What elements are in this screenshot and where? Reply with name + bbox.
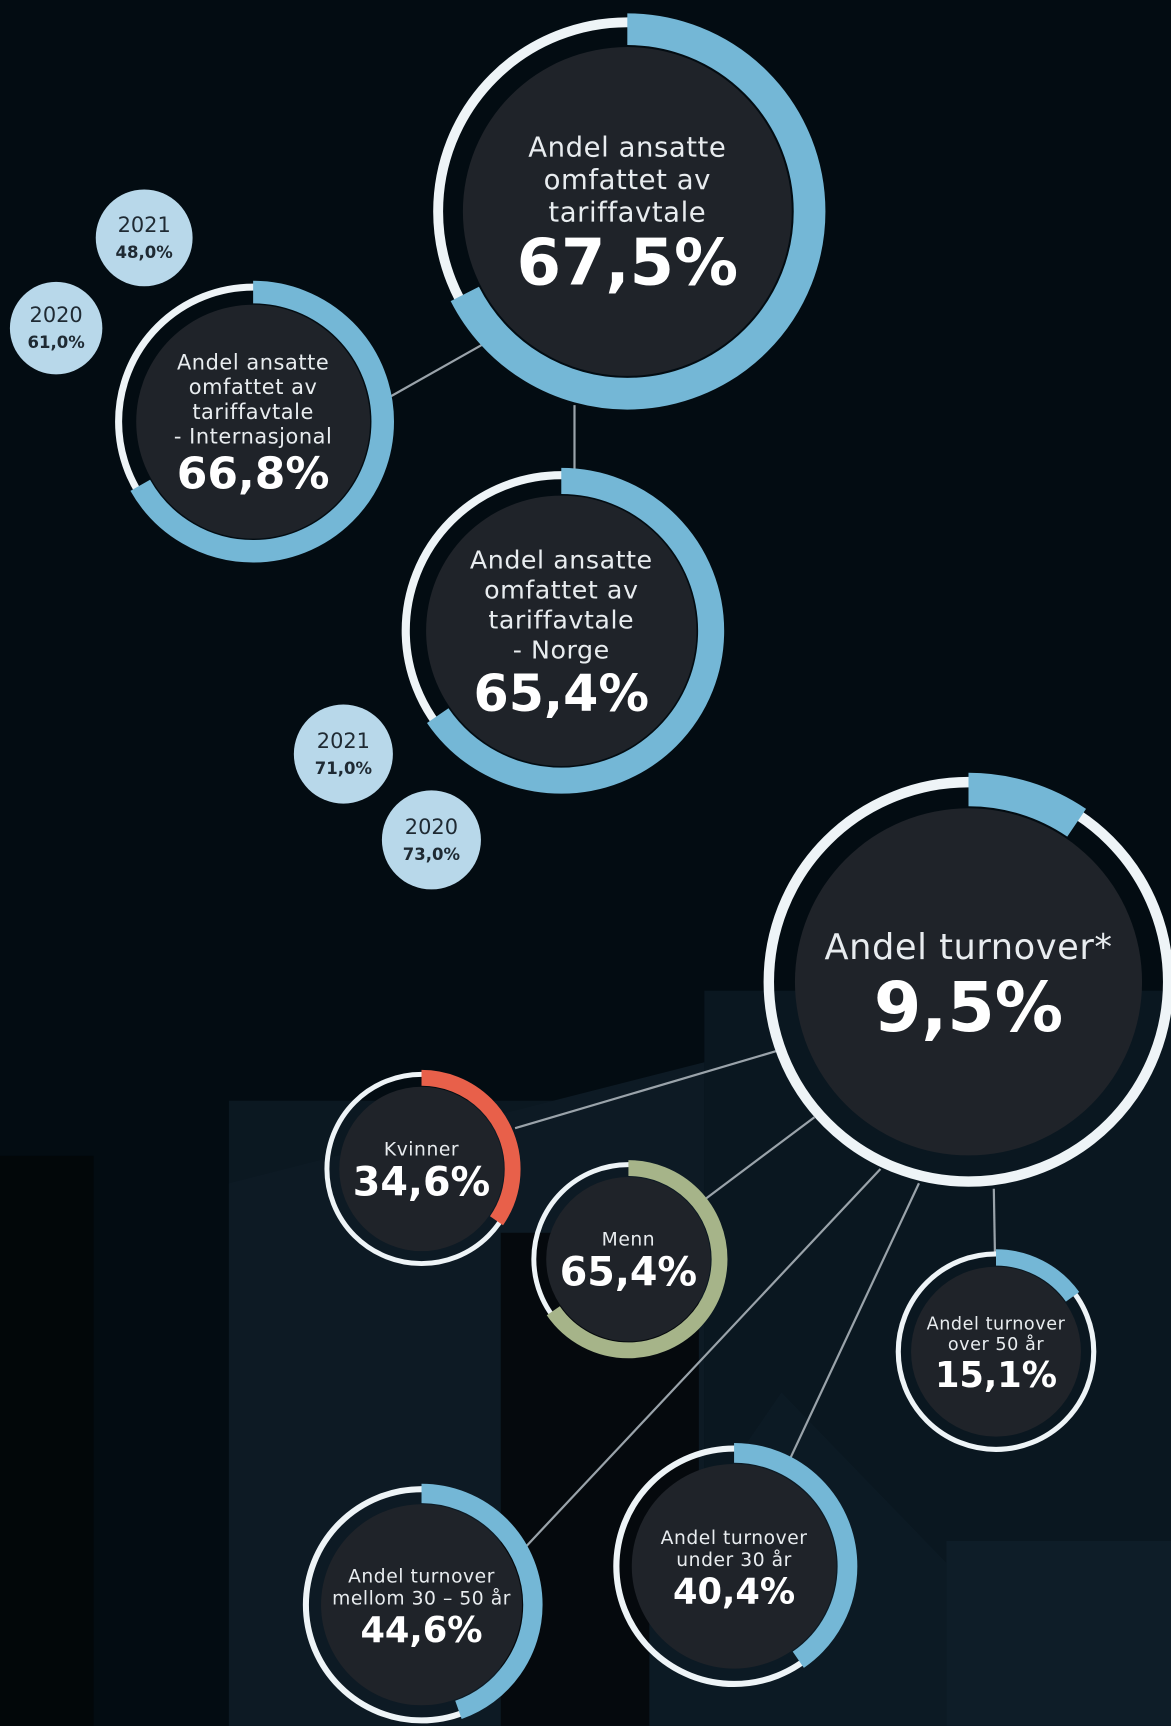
bubble-value: 71,0% xyxy=(315,759,373,778)
connector xyxy=(525,1168,882,1548)
ring-arc xyxy=(529,1160,728,1359)
circle-value: 65,4% xyxy=(560,1250,697,1296)
circle-label: Kvinner xyxy=(384,1139,459,1160)
circle-label: Andel turnover xyxy=(661,1528,808,1549)
circle-label: tariffavtale xyxy=(488,605,634,634)
bubble-value: 61,0% xyxy=(28,333,86,352)
circle-label: under 30 år xyxy=(676,1548,792,1571)
inner xyxy=(546,1176,711,1342)
connector xyxy=(703,1116,816,1201)
circle-value: 9,5% xyxy=(874,969,1063,1048)
circle-value: 40,4% xyxy=(673,1572,795,1613)
circle-label: Andel ansatte xyxy=(528,131,726,163)
bubble-year: 2020 xyxy=(30,303,83,327)
circle-label: Menn xyxy=(602,1230,656,1251)
connector xyxy=(992,1188,997,1253)
circle-label: Andel turnover xyxy=(348,1566,495,1587)
history-bubble: 2021 71,0% xyxy=(293,704,393,804)
ring-arc xyxy=(429,13,826,410)
inner xyxy=(794,808,1143,1156)
circle-label: Andel ansatte xyxy=(177,351,329,375)
inner xyxy=(462,47,792,376)
ring-arc xyxy=(322,1069,521,1269)
connectors xyxy=(390,342,997,1548)
ring-arc xyxy=(759,772,1171,1191)
bubble xyxy=(381,790,481,890)
bubble-value: 73,0% xyxy=(403,845,461,864)
ring-arc xyxy=(610,1442,858,1690)
connector xyxy=(514,1050,777,1130)
circle-label: - Internasjonal xyxy=(174,425,333,449)
circle-label: omfattet av xyxy=(544,164,711,196)
ring-arc xyxy=(300,1483,543,1726)
building xyxy=(946,1540,1171,1726)
circle-label: tariffavtale xyxy=(192,400,314,424)
circle-label: Andel turnover* xyxy=(824,927,1112,968)
bubble xyxy=(293,704,393,804)
circle-label: mellom 30 – 50 år xyxy=(332,1586,511,1609)
inner xyxy=(339,1086,504,1252)
circle-label: omfattet av xyxy=(189,375,318,399)
circle-label: Andel ansatte xyxy=(470,546,653,575)
inner xyxy=(321,1504,522,1706)
history-bubble: 2020 73,0% xyxy=(381,790,481,890)
inner xyxy=(426,495,697,766)
bubble-year: 2021 xyxy=(317,729,370,753)
history-bubble: 2020 61,0% xyxy=(9,281,103,375)
circle-value: 34,6% xyxy=(353,1159,490,1205)
circle-value: 66,8% xyxy=(177,448,330,499)
ring-arc xyxy=(893,1249,1099,1455)
circle-value: 44,6% xyxy=(360,1610,482,1651)
circle-value: 67,5% xyxy=(517,226,738,300)
circle-label: tariffavtale xyxy=(548,196,706,228)
bubble xyxy=(95,189,193,287)
inner xyxy=(136,304,371,539)
history-bubble: 2021 48,0% xyxy=(95,189,193,287)
building xyxy=(0,1155,94,1726)
inner xyxy=(631,1463,837,1669)
circle-label: over 50 år xyxy=(948,1334,1045,1355)
circle-value: 15,1% xyxy=(935,1355,1057,1396)
circle-value: 65,4% xyxy=(473,664,649,723)
bubble-year: 2021 xyxy=(118,213,171,237)
bubble xyxy=(9,281,103,375)
circle-label: - Norge xyxy=(513,635,610,664)
bubble-year: 2020 xyxy=(405,815,458,839)
connector xyxy=(390,342,485,398)
circle-label: omfattet av xyxy=(484,576,638,605)
circle-label: Andel turnover xyxy=(927,1314,1066,1334)
ring-arc xyxy=(112,280,395,563)
ring-arc xyxy=(398,467,725,794)
bubble-value: 48,0% xyxy=(116,243,174,262)
inner xyxy=(911,1266,1081,1437)
connector xyxy=(789,1182,920,1459)
donut: Andel turnover*9,5% xyxy=(759,772,1171,1191)
